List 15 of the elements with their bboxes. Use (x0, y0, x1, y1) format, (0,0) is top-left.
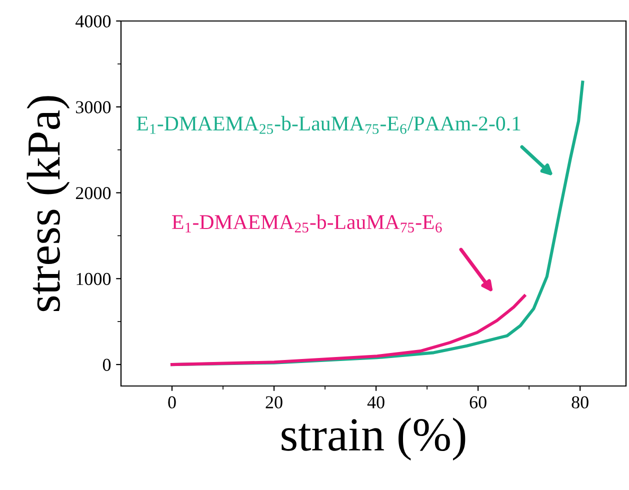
x-tick-label: 60 (470, 396, 486, 408)
x-tick-label: 0 (168, 396, 176, 408)
y-tick-label: 0 (102, 358, 111, 371)
x-tick-label: 80 (572, 396, 588, 408)
x-tick-label: 20 (266, 396, 282, 408)
x-axis-title: strain (%) (282, 418, 466, 460)
x-tick-label: 40 (367, 396, 384, 408)
text: E$_{1}$-DMAEMA$_{25}$-b-LauMA$_{75}$-E$_{6}$/PAAm-2-0.1 (136, 116, 520, 134)
y-tick-label: 4000 (76, 15, 111, 28)
y-tick-label: 1000 (76, 272, 111, 286)
text: E$_{1}$-DMAEMA$_{25}$-b-LauMA$_{75}$-E$_{6}$ (172, 214, 442, 232)
y-tick-label: 2000 (76, 187, 111, 200)
y-tick-label: 3000 (76, 101, 111, 114)
line-series (170, 294, 526, 366)
y-axis-title: stress (kPa) (26, 96, 70, 312)
